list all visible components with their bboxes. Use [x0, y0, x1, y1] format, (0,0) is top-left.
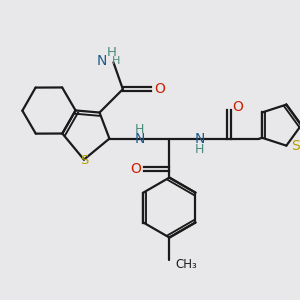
Text: N: N — [97, 54, 107, 68]
Text: H: H — [195, 142, 204, 156]
Text: S: S — [291, 139, 300, 153]
Text: O: O — [154, 82, 165, 96]
Text: H: H — [135, 122, 144, 136]
Text: S: S — [80, 154, 88, 167]
Text: O: O — [232, 100, 243, 114]
Text: H: H — [107, 46, 117, 59]
Text: N: N — [134, 132, 145, 145]
Text: N: N — [194, 132, 205, 145]
Text: O: O — [130, 162, 141, 176]
Text: H: H — [112, 56, 121, 65]
Text: CH₃: CH₃ — [175, 258, 197, 271]
